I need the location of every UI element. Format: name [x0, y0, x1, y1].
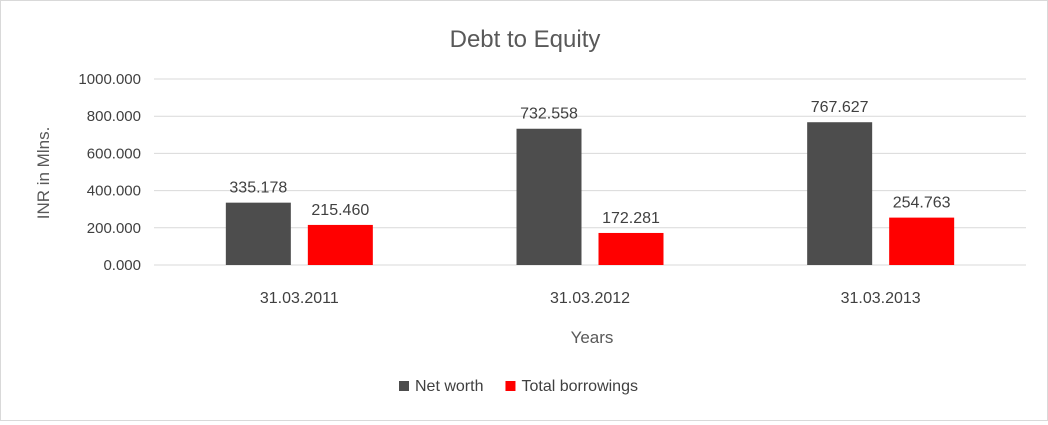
bar-total-borrowings — [598, 232, 664, 265]
bars — [225, 122, 955, 265]
x-category-label: 31.03.2013 — [841, 290, 921, 307]
y-tick-label: 200.000 — [87, 220, 141, 237]
bar-net-worth — [807, 122, 873, 265]
data-label: 732.558 — [520, 106, 578, 123]
data-label: 254.763 — [893, 195, 951, 212]
legend-swatch — [399, 381, 409, 391]
x-axis-categories: 31.03.2011 31.03.2012 31.03.2013 — [260, 290, 921, 307]
bar-total-borrowings — [889, 217, 955, 265]
data-label: 767.627 — [811, 99, 869, 116]
x-axis-title: Years — [571, 328, 614, 347]
data-labels: 335.178 215.460 732.558 172.281 767.627 254.7… — [229, 99, 950, 227]
data-label: 335.178 — [229, 180, 287, 197]
legend-label: Net worth — [415, 378, 483, 395]
y-tick-label: 800.000 — [87, 108, 141, 125]
legend: Net worth Total borrowings — [399, 378, 638, 395]
legend-swatch — [505, 381, 516, 391]
bar-net-worth — [516, 128, 582, 265]
y-tick-label: 1000.000 — [78, 71, 141, 88]
bar-net-worth — [225, 202, 291, 265]
gridlines — [154, 78, 1026, 266]
y-axis-title: INR in Mlns. — [34, 127, 53, 220]
x-category-label: 31.03.2011 — [260, 290, 339, 307]
x-category-label: 31.03.2012 — [550, 290, 630, 307]
y-tick-label: 600.000 — [87, 145, 141, 162]
data-label: 215.460 — [311, 202, 369, 219]
y-tick-label: 400.000 — [87, 183, 141, 200]
y-tick-label: 0.000 — [103, 257, 141, 274]
legend-label: Total borrowings — [521, 378, 638, 395]
chart-title: Debt to Equity — [450, 26, 601, 53]
data-label: 172.281 — [602, 210, 660, 227]
bar-total-borrowings — [307, 224, 373, 265]
y-axis-ticks: 0.000 200.000 400.000 600.000 800.000 1000.00… — [78, 71, 141, 274]
